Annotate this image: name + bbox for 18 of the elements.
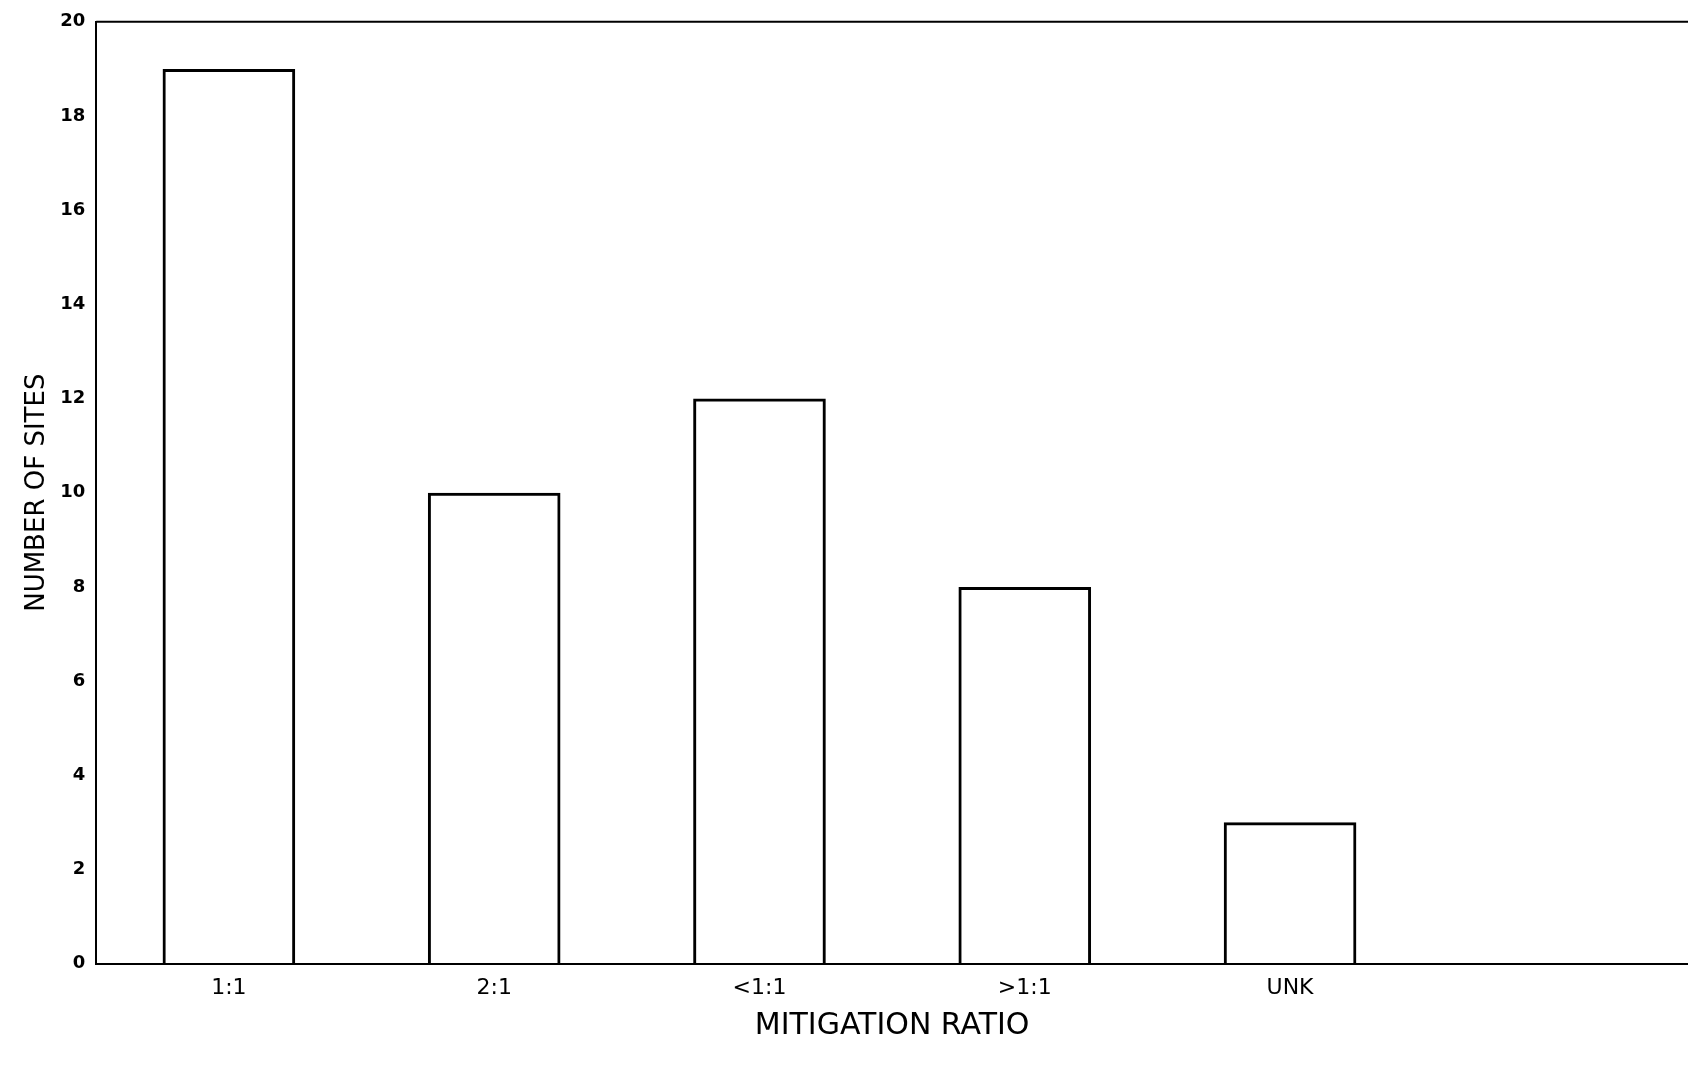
y-tick-label: 16 xyxy=(60,197,86,219)
x-tick-label: >1:1 xyxy=(997,973,1052,999)
x-tick-label: <1:1 xyxy=(732,973,787,999)
y-tick-label: 20 xyxy=(60,9,86,31)
x-tick-label: 1:1 xyxy=(211,973,247,999)
y-tick-label: 10 xyxy=(60,480,86,502)
y-tick-label: 2 xyxy=(72,857,86,879)
x-tick-label: UNK xyxy=(1266,973,1315,999)
y-tick-label: 4 xyxy=(72,762,86,784)
x-axis-title: MITIGATION RATIO xyxy=(754,1005,1030,1041)
y-tick-label: 0 xyxy=(72,951,86,973)
y-tick-label: 18 xyxy=(60,103,86,125)
y-tick-label: 6 xyxy=(72,668,86,690)
y-tick-label: 12 xyxy=(60,386,86,408)
y-tick-label: 14 xyxy=(60,292,86,314)
y-tick-label: 8 xyxy=(72,574,86,596)
y-axis-title: NUMBER OF SITES xyxy=(20,373,51,612)
x-tick-label: 2:1 xyxy=(476,973,512,999)
